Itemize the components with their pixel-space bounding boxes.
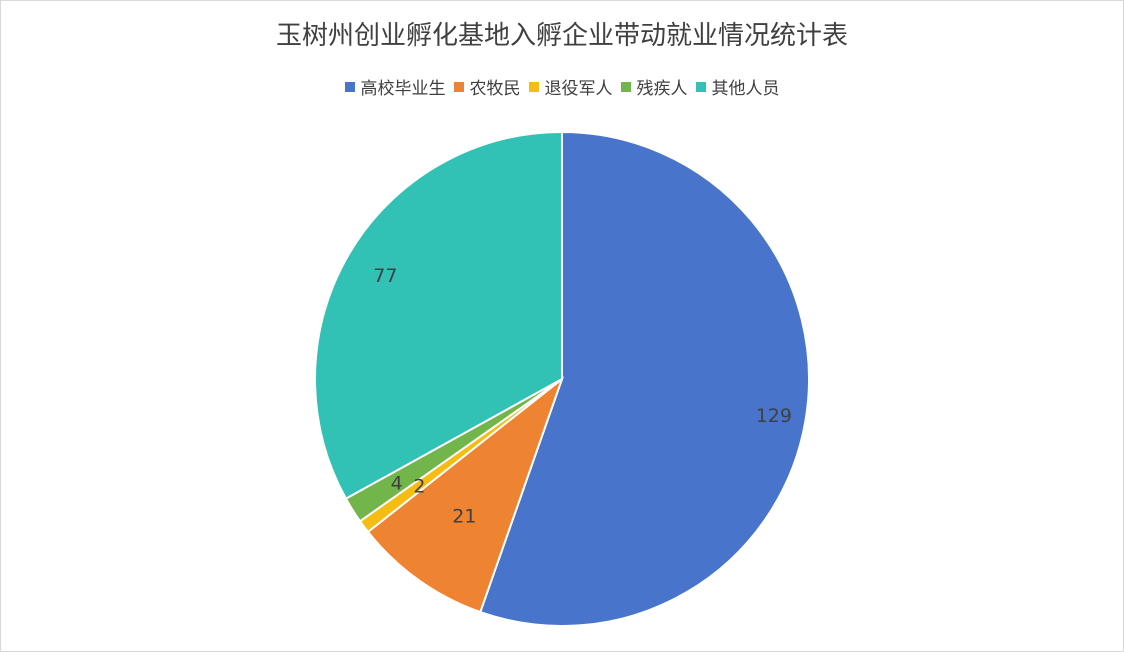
pie-slice (314, 130, 563, 500)
legend-swatch (528, 81, 539, 92)
legend-item: 其他人员 (695, 74, 780, 99)
legend-swatch (695, 81, 706, 92)
data-label: 129 (756, 405, 792, 427)
legend-label: 高校毕业生 (360, 79, 446, 99)
legend-label: 农牧民 (469, 79, 521, 99)
legend-item: 退役军人 (528, 74, 613, 99)
legend-label: 残疾人 (636, 79, 688, 99)
data-label: 2 (413, 475, 425, 497)
data-label: 77 (373, 265, 397, 287)
legend-label: 退役军人 (544, 79, 613, 99)
legend: 高校毕业生 农牧民 退役军人 残疾人 其他人员 (1, 74, 1123, 99)
legend-item: 残疾人 (620, 74, 688, 99)
legend-swatch (453, 81, 464, 92)
legend-swatch (344, 81, 355, 92)
legend-item: 农牧民 (453, 74, 521, 99)
legend-item: 高校毕业生 (344, 74, 446, 99)
data-label: 4 (391, 473, 403, 495)
chart-title: 玉树州创业孵化基地入孵企业带动就业情况统计表 (275, 21, 848, 51)
pie-slice (366, 376, 565, 614)
legend-swatch (620, 81, 631, 92)
data-label: 21 (452, 506, 476, 528)
legend-label: 其他人员 (711, 79, 780, 99)
